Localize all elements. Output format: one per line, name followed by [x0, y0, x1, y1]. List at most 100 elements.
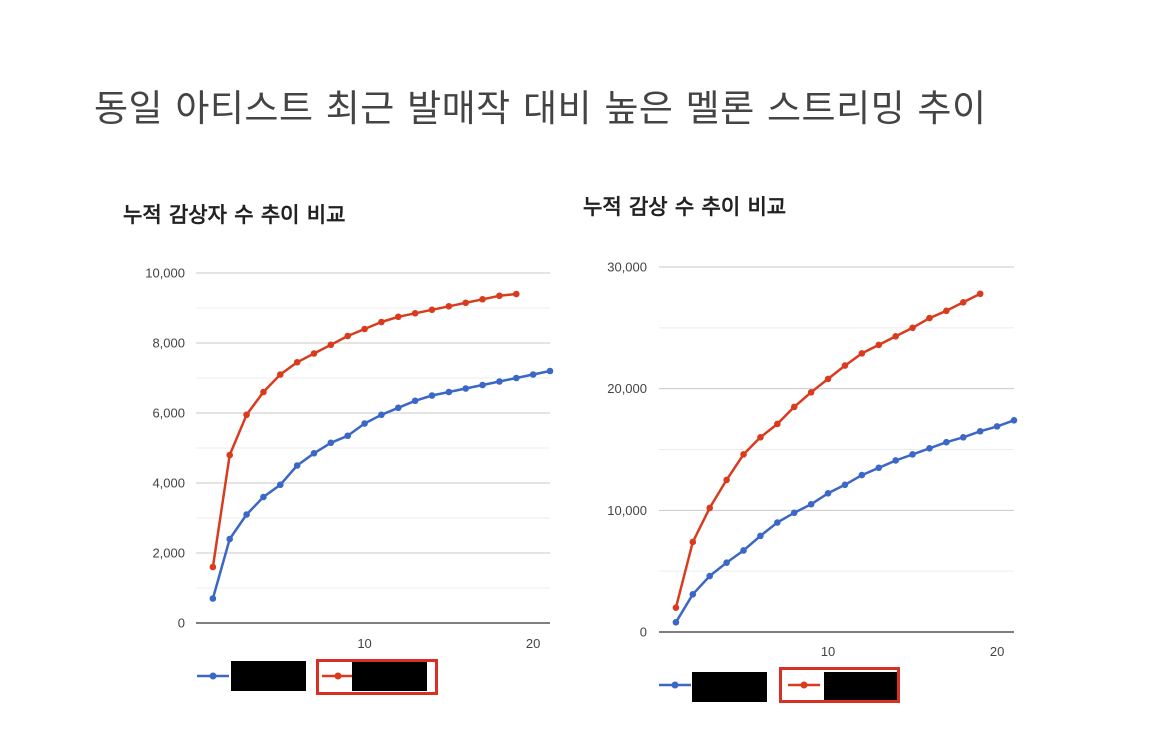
legend-1-red-marker: [322, 672, 354, 680]
series-2-point: [976, 290, 984, 298]
series-1-point: [892, 457, 899, 464]
series-1-point: [293, 462, 301, 469]
chart-2-title: 누적 감상 수 추이 비교: [583, 195, 787, 219]
y-tick-label: 8,000: [152, 336, 185, 351]
series-1-point: [1010, 417, 1018, 424]
series-2-point: [462, 299, 470, 307]
series-2-point: [892, 333, 899, 340]
series-1-point: [841, 481, 849, 489]
series-2-point: [226, 451, 234, 459]
series-2-point: [310, 350, 318, 357]
x-tick-label: 10: [357, 636, 371, 651]
series-2-point: [689, 538, 697, 546]
series-2-point: [344, 332, 352, 340]
series-1-point: [394, 404, 402, 412]
series-1-point: [672, 618, 680, 626]
legend-2-blue-marker: [659, 681, 691, 689]
series-1-point: [909, 451, 916, 458]
series-2-point: [672, 604, 680, 611]
x-tick-label: 20: [990, 644, 1004, 659]
series-1-point: [496, 378, 503, 385]
series-1-point: [546, 367, 554, 375]
series-2-point: [909, 324, 916, 332]
series-1-point: [378, 411, 385, 419]
chart-1-title: 누적 감상자 수 추이 비교: [123, 203, 346, 227]
y-tick-label: 30,000: [607, 260, 647, 275]
legend-1-red-label-redacted: [352, 661, 427, 691]
series-2-point: [512, 290, 520, 298]
series-1-point: [858, 471, 866, 479]
series-1-point: [993, 423, 1001, 430]
x-tick-label: 10: [821, 644, 835, 659]
legend-2-highlight-box: [779, 667, 900, 703]
series-1-point: [790, 509, 798, 517]
series-2-point: [858, 350, 866, 357]
series-1-point: [260, 493, 267, 501]
series-2-point: [361, 325, 368, 333]
series-1-point: [209, 595, 217, 602]
series-1-point: [740, 547, 747, 554]
series-1-point: [445, 388, 453, 396]
legend-2-red-label-redacted: [824, 672, 900, 702]
y-tick-label: 20,000: [607, 381, 647, 396]
series-2-point: [959, 298, 967, 306]
series-1-point: [976, 427, 984, 435]
series-2-point: [260, 388, 267, 396]
series-2-point: [293, 358, 301, 366]
series-1-point: [706, 572, 714, 580]
series-2-point: [926, 314, 933, 322]
series-2-point: [445, 302, 453, 310]
series-1-point: [462, 385, 470, 392]
series-2-point: [394, 313, 402, 321]
series-1-point: [512, 374, 520, 382]
y-tick-label: 10,000: [145, 266, 185, 281]
series-1-point: [276, 481, 284, 489]
series-2-point: [378, 318, 385, 326]
slide-title: 동일 아티스트 최근 발매작 대비 높은 멜론 스트리밍 추이: [94, 87, 987, 130]
legend-1-blue-label-redacted: [231, 661, 306, 691]
y-tick-label: 10,000: [607, 503, 647, 518]
y-tick-label: 0: [178, 616, 185, 631]
series-2-point: [740, 451, 747, 458]
series-2-point: [757, 434, 764, 441]
series-2-point: [774, 420, 781, 428]
series-2-point: [327, 341, 335, 349]
series-1-point: [723, 559, 730, 566]
series-1-point: [959, 434, 967, 441]
series-2-point: [496, 292, 503, 300]
series-2-point: [807, 389, 815, 396]
series-1-point: [774, 519, 781, 526]
series-2-point: [411, 309, 419, 317]
series-1-point: [428, 392, 436, 399]
series-1-point: [807, 500, 815, 508]
series-2-point: [706, 504, 714, 512]
y-tick-label: 6,000: [152, 406, 185, 421]
series-2-point: [243, 411, 250, 419]
legend-1-blue-marker: [197, 672, 229, 680]
series-2-point: [479, 295, 486, 303]
series-1-point: [926, 444, 933, 452]
legend-1-highlight-box: [316, 659, 438, 695]
x-tick-label: 20: [526, 636, 540, 651]
series-1-point: [226, 535, 234, 543]
series-1-point: [757, 532, 764, 540]
series-1-point: [824, 490, 832, 497]
y-tick-label: 2,000: [152, 546, 185, 561]
series-1-point: [327, 439, 335, 447]
series-1-point: [529, 371, 537, 378]
y-tick-label: 0: [640, 625, 647, 640]
series-2-point: [824, 375, 832, 383]
chart-cumulative-listeners: 0 2,000 4,000 6,000 8,000 10,000 10 20: [145, 266, 554, 651]
series-1-point: [411, 397, 419, 405]
series-1-point: [943, 438, 950, 446]
series-1-point: [310, 449, 318, 457]
series-2-point: [841, 362, 849, 369]
series-2-point: [428, 306, 436, 314]
series-1-point: [344, 432, 352, 440]
series-2-point: [276, 371, 284, 378]
legend-2-red-marker: [788, 681, 820, 689]
y-tick-label: 4,000: [152, 476, 185, 491]
series-2-point: [209, 563, 217, 571]
